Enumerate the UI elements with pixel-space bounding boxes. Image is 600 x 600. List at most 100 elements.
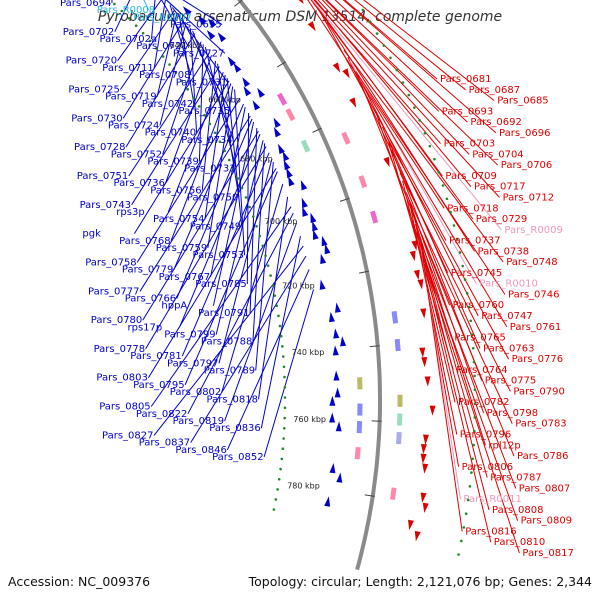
gene-label[interactable]: Pars_0837 <box>139 438 190 449</box>
gene-label[interactable]: Pars_0763 <box>483 343 534 354</box>
gene-label[interactable]: Pars_0717 <box>474 182 525 193</box>
gene-label[interactable]: Pars_R0011 <box>463 494 521 505</box>
gene-label[interactable]: Pars_0797 <box>167 358 218 369</box>
gene-label[interactable]: Pars_0765 <box>454 333 505 344</box>
gene-label[interactable]: Pars_0836 <box>209 423 260 434</box>
gene-label[interactable]: Pars_0728 <box>74 142 125 153</box>
gene-label[interactable]: Pars_0852 <box>212 452 263 463</box>
gene-label[interactable]: Pars_0729 <box>476 214 527 225</box>
gene-label[interactable]: Pars_0775 <box>485 376 536 387</box>
gene-label[interactable]: Pars_0720 <box>66 56 117 67</box>
gene-label[interactable]: Pars_0738 <box>478 246 529 257</box>
gene-label[interactable]: Pars_0730 <box>71 113 122 124</box>
gene-label[interactable]: Pars_0790 <box>513 386 564 397</box>
gene-label[interactable]: Pars_0731 <box>176 77 227 88</box>
gene-label[interactable]: Pars_0749 <box>190 221 241 232</box>
gene-label[interactable]: Pars_0706 <box>501 160 552 171</box>
gene-label[interactable]: Pars_0718 <box>447 203 498 214</box>
gene-label[interactable]: Pars_0816 <box>465 527 516 538</box>
gene-label[interactable]: Pars_0724 <box>108 121 159 132</box>
gene-label[interactable]: Pars_0767 <box>159 272 210 283</box>
gene-label[interactable]: Pars_0702 <box>63 27 114 38</box>
gene-label[interactable]: Pars_0740 <box>145 128 196 139</box>
gene-label[interactable]: Pars_0696 <box>499 128 550 139</box>
gene-label[interactable]: Pars_0712 <box>503 193 554 204</box>
gene-label[interactable]: Pars_0739 <box>147 157 198 168</box>
gene-label[interactable]: Pars_0681 <box>440 74 491 85</box>
gene-label[interactable]: Pars_0751 <box>77 171 128 182</box>
gene-label[interactable]: Pars_0743 <box>80 200 131 211</box>
gene-label[interactable]: Pars_0754 <box>153 214 204 225</box>
gene-label[interactable]: Pars_0827 <box>102 430 153 441</box>
gene-label[interactable]: Pars_0719 <box>105 92 156 103</box>
gene-label[interactable]: Pars_0807 <box>519 483 570 494</box>
gene-label[interactable]: Pars_R0007 <box>133 12 191 23</box>
gene-label[interactable]: Pars_0817 <box>522 548 573 559</box>
gene-label[interactable]: Pars_0758 <box>85 257 136 268</box>
gene-label[interactable]: Pars_0799 <box>164 330 215 341</box>
gene-label[interactable]: Pars_0737 <box>449 236 500 247</box>
gene-label[interactable]: Pars_R0010 <box>479 279 537 290</box>
gene-label[interactable]: Pars_0756 <box>150 185 201 196</box>
gene-label[interactable]: hppA <box>161 301 187 312</box>
gene-label[interactable]: Pars_0803 <box>96 373 147 384</box>
gene-label[interactable]: Pars_0787 <box>490 473 541 484</box>
gene-label[interactable]: Pars_0780 <box>91 315 142 326</box>
gene-label[interactable]: Pars_0822 <box>136 409 187 420</box>
gene-label[interactable]: Pars_0692 <box>470 117 521 128</box>
gene-label[interactable]: Pars_0806 <box>462 462 513 473</box>
gene-label[interactable]: Pars_0694 <box>60 0 111 9</box>
gene-label[interactable]: Pars_0768 <box>119 236 170 247</box>
gene-label[interactable]: Pars_0776 <box>512 354 563 365</box>
gene-label[interactable]: Pars_0703 <box>444 139 495 150</box>
gene-label[interactable]: Pars_0819 <box>173 416 224 427</box>
gene-label[interactable]: Pars_0777 <box>88 286 139 297</box>
gene-label[interactable]: Pars_0783 <box>515 419 566 430</box>
gene-label[interactable]: Pars_0782 <box>458 397 509 408</box>
gene-label[interactable]: Pars_R0009 <box>504 225 562 236</box>
gene-label[interactable]: Pars_0759 <box>156 243 207 254</box>
gene-label[interactable]: rps17p <box>128 322 163 333</box>
gene-label[interactable]: Pars_0795 <box>133 380 184 391</box>
gene-label[interactable]: Pars_0810 <box>494 537 545 548</box>
gene-label[interactable]: Pars_0735 <box>179 106 230 117</box>
gene-label[interactable]: Pars_0788 <box>201 337 252 348</box>
gene-label[interactable]: Pars_0708 <box>139 70 190 81</box>
gene-label[interactable]: Pars_0808 <box>492 505 543 516</box>
gene-label[interactable]: Pars_0753 <box>193 250 244 261</box>
gene-label[interactable]: Pars_0721 <box>136 41 187 52</box>
gene-label[interactable]: Pars_0791 <box>198 308 249 319</box>
gene-label[interactable]: Pars_0693 <box>442 106 493 117</box>
gene-label[interactable]: Pars_0704 <box>472 149 523 160</box>
gene-label[interactable]: Pars_0789 <box>204 366 255 377</box>
gene-label[interactable]: Pars_0702a <box>100 34 158 45</box>
gene-label[interactable]: Pars_0798 <box>487 408 538 419</box>
gene-label[interactable]: Pars_0764 <box>456 365 507 376</box>
gene-label[interactable]: Pars_0736 <box>114 178 165 189</box>
gene-label[interactable]: Pars_0846 <box>175 445 226 456</box>
gene-label[interactable]: Pars_0685 <box>497 96 548 107</box>
gene-label[interactable]: Pars_0779 <box>122 265 173 276</box>
gene-label[interactable]: Pars_0748 <box>506 257 557 268</box>
gene-label[interactable]: Pars_0781 <box>130 351 181 362</box>
gene-label[interactable]: rpl12p <box>488 440 520 451</box>
gene-label[interactable]: Pars_0786 <box>517 451 568 462</box>
gene-label[interactable]: rps3p <box>116 207 144 218</box>
gene-label[interactable]: Pars_0805 <box>99 402 150 413</box>
gene-label[interactable]: Pars_0687 <box>469 85 520 96</box>
gene-label[interactable]: Pars_0742 <box>142 99 193 110</box>
gene-label[interactable]: Pars_0761 <box>510 322 561 333</box>
gene-label[interactable]: Pars_0747 <box>481 311 532 322</box>
gene-label[interactable]: Pars_0760 <box>453 300 504 311</box>
gene-label[interactable]: Pars_0752 <box>111 149 162 160</box>
gene-label[interactable]: Pars_0750 <box>187 193 238 204</box>
gene-label[interactable]: Pars_0745 <box>451 268 502 279</box>
gene-label[interactable]: Pars_0809 <box>521 516 572 527</box>
gene-label[interactable]: Pars_0734 <box>181 135 232 146</box>
gene-label[interactable]: Pars_0727 <box>173 48 224 59</box>
gene-label[interactable]: Pars_0778 <box>94 344 145 355</box>
gene-label[interactable]: Pars_0802 <box>170 387 221 398</box>
gene-label[interactable]: Pars_0746 <box>508 290 559 301</box>
gene-label[interactable]: Pars_0709 <box>445 171 496 182</box>
gene-label[interactable]: Pars_0733 <box>184 164 235 175</box>
